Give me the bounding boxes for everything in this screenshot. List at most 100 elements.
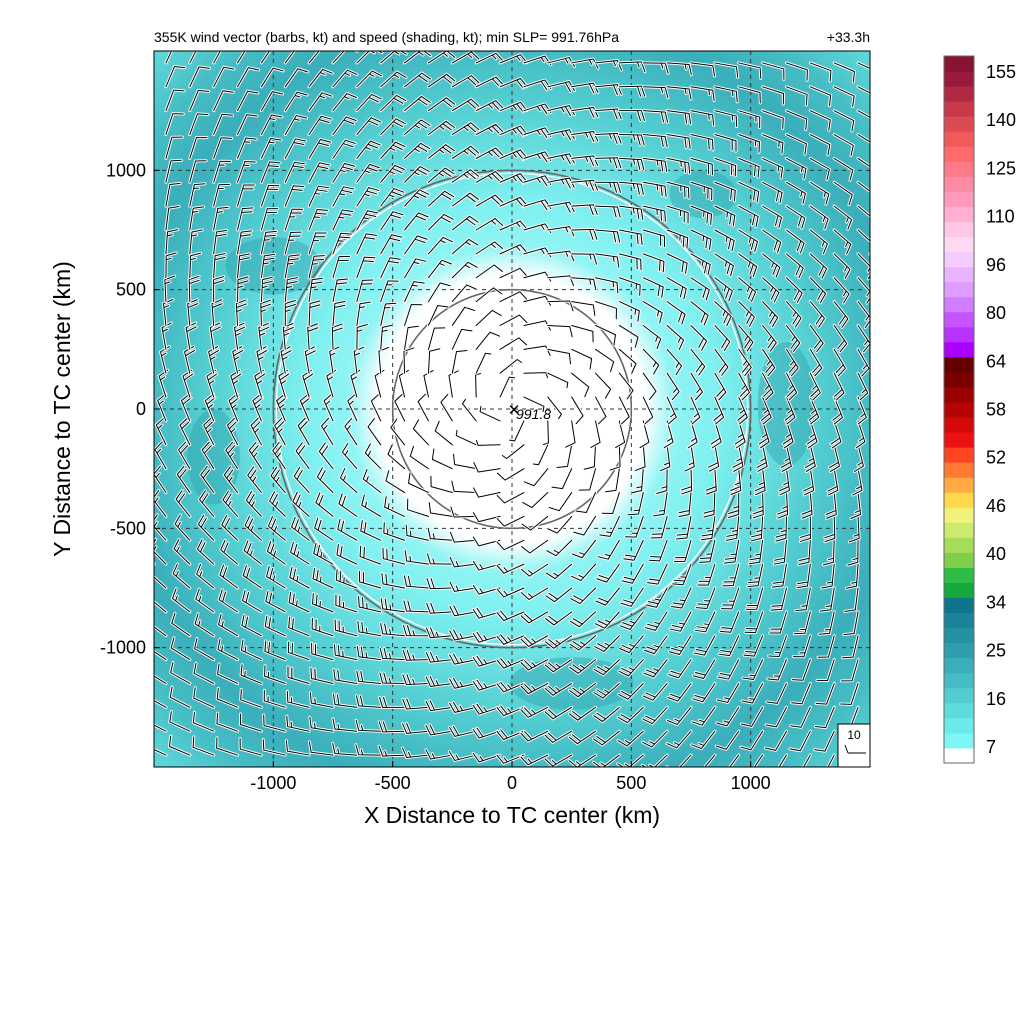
wind-barb xyxy=(403,51,433,65)
wind-barb xyxy=(461,397,478,423)
wind-barb xyxy=(379,140,407,160)
wind-barb xyxy=(727,491,741,520)
wind-barb xyxy=(196,513,216,542)
wind-barb xyxy=(352,345,366,375)
wind-barb xyxy=(856,133,870,144)
wind-barb xyxy=(543,681,574,697)
wind-barb xyxy=(569,586,598,606)
wind-barb xyxy=(355,669,383,685)
wind-barb xyxy=(713,204,737,228)
wind-barb xyxy=(164,181,182,208)
colorbar-swatch xyxy=(944,687,974,704)
colorbar-swatch xyxy=(944,522,974,538)
wind-barb xyxy=(617,204,645,221)
wind-barb xyxy=(154,416,168,447)
wind-barb xyxy=(403,280,426,304)
wind-barb xyxy=(170,611,192,638)
wind-barb xyxy=(454,428,478,447)
wind-barb xyxy=(424,723,454,737)
wind-barb xyxy=(713,156,738,178)
range-ring xyxy=(272,169,752,649)
wind-barb xyxy=(544,562,574,581)
wind-barb xyxy=(729,467,743,496)
y-axis: -1000 -500 0 500 1000 xyxy=(100,160,160,658)
wind-barb xyxy=(471,654,502,668)
wind-barb xyxy=(707,443,721,473)
wind-barb xyxy=(301,368,315,399)
wind-barb xyxy=(320,416,335,447)
wind-barb xyxy=(210,298,224,327)
wind-barb xyxy=(761,180,784,205)
wind-barb xyxy=(570,538,598,560)
wind-barb xyxy=(594,228,622,244)
wind-barb xyxy=(331,717,359,733)
wind-barb xyxy=(737,204,760,229)
wind-barb xyxy=(154,624,168,638)
wind-barb xyxy=(433,419,454,447)
wind-barb xyxy=(765,681,788,705)
wind-barb xyxy=(617,658,645,678)
wind-barb xyxy=(498,313,529,327)
wind-barb xyxy=(761,61,786,81)
wind-barb xyxy=(379,70,408,89)
wind-barb xyxy=(856,61,870,71)
wind-barb xyxy=(393,392,407,423)
range-rings xyxy=(272,169,752,649)
wind-barb xyxy=(689,371,704,402)
wind-barb xyxy=(737,347,753,378)
wind-barb xyxy=(382,521,407,542)
wind-barb xyxy=(220,514,240,542)
wind-barb xyxy=(665,204,690,225)
wind-barb xyxy=(296,416,311,447)
wind-barb xyxy=(546,347,572,366)
wind-barb xyxy=(709,419,723,450)
wind-barb xyxy=(283,67,310,89)
wind-barb xyxy=(702,491,717,519)
wind-barb xyxy=(568,658,598,675)
wind-barb xyxy=(262,713,287,733)
wind-barb xyxy=(401,673,430,687)
wind-barb xyxy=(779,443,793,473)
wind-barb xyxy=(154,562,168,590)
wind-barb xyxy=(617,180,645,197)
wind-barb xyxy=(307,67,334,89)
wind-barb xyxy=(641,156,669,174)
wind-barb xyxy=(712,395,726,426)
wind-barb xyxy=(331,138,357,160)
wind-barb xyxy=(665,300,687,326)
wind-barb xyxy=(690,705,717,727)
wind-barb xyxy=(307,254,326,280)
wind-barb xyxy=(761,156,785,180)
wind-barb xyxy=(604,467,621,494)
wind-barb xyxy=(331,208,355,232)
wind-barb xyxy=(647,538,669,563)
colorbar-label: 40 xyxy=(986,544,1006,564)
y-tick-label: 1000 xyxy=(106,160,146,180)
colorbar-swatch xyxy=(944,281,974,298)
wind-barb xyxy=(242,539,263,566)
wind-barb xyxy=(448,628,478,642)
wind-barb xyxy=(633,443,647,473)
wind-barb xyxy=(259,136,283,160)
wind-barb xyxy=(550,467,574,491)
wind-barb xyxy=(426,143,456,160)
wind-barb xyxy=(543,753,574,767)
wind-barb xyxy=(239,638,263,662)
wind-barb xyxy=(665,180,691,200)
wind-barb xyxy=(698,538,717,564)
wind-barb xyxy=(574,491,598,514)
wind-barb xyxy=(805,419,819,450)
wind-barb xyxy=(543,658,574,674)
wind-barb xyxy=(330,322,344,351)
wind-barb xyxy=(737,371,751,402)
wind-barb xyxy=(594,204,622,219)
wind-barb xyxy=(495,491,526,505)
wind-barb xyxy=(164,251,178,280)
wind-barb xyxy=(227,392,241,423)
wind-barb xyxy=(747,538,765,566)
wind-barb xyxy=(215,711,240,733)
wind-barb xyxy=(713,300,733,328)
wind-barb xyxy=(216,637,240,662)
colorbar-label: 140 xyxy=(986,110,1016,130)
reference-barb: 10 xyxy=(837,723,871,768)
